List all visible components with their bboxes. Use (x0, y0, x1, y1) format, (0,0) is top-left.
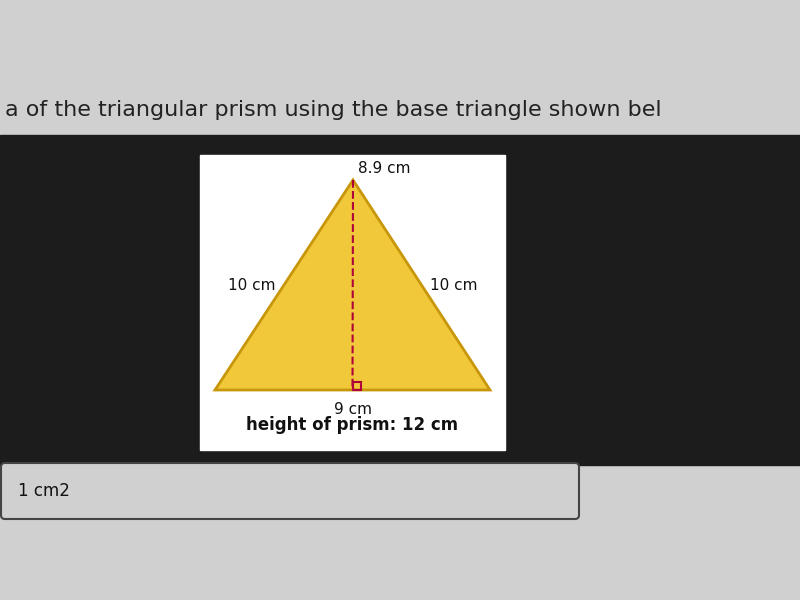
Text: a of the triangular prism using the base triangle shown bel: a of the triangular prism using the base… (5, 100, 662, 120)
Text: 1 cm2: 1 cm2 (18, 482, 70, 500)
Text: 10 cm: 10 cm (229, 277, 276, 292)
Text: 9 cm: 9 cm (334, 402, 371, 417)
Text: height of prism: 12 cm: height of prism: 12 cm (246, 416, 458, 434)
Bar (200, 155, 505, 450)
FancyBboxPatch shape (1, 463, 579, 519)
Polygon shape (215, 180, 490, 390)
Text: 10 cm: 10 cm (430, 277, 477, 292)
Bar (353, 382, 361, 390)
Text: 8.9 cm: 8.9 cm (358, 161, 410, 176)
Bar (0, 135, 800, 465)
